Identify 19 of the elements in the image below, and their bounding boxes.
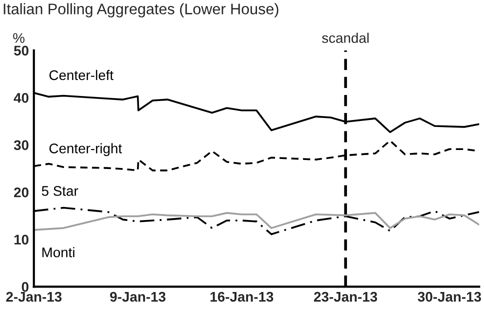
x-tick-label: 2-Jan-13 xyxy=(6,292,62,302)
ref-line-label: scandal xyxy=(322,32,369,43)
y-tick-label: 20 xyxy=(14,187,28,198)
line-series xyxy=(34,212,480,231)
y-tick-label: 40 xyxy=(14,92,28,103)
y-tick-label: 30 xyxy=(14,140,28,150)
x-tick-label: 9-Jan-13 xyxy=(110,292,166,302)
series-label: Monti xyxy=(42,247,74,258)
series-label: 5 Star xyxy=(42,186,78,196)
y-tick-label: 50 xyxy=(14,46,28,56)
series-label: Center-left xyxy=(49,70,114,80)
y-tick-label: 10 xyxy=(14,234,28,245)
x-tick-label: 30-Jan-13 xyxy=(418,292,482,302)
series-label: Center-right xyxy=(49,143,122,156)
x-tick-label: 16-Jan-13 xyxy=(210,292,274,302)
y-axis-title: % xyxy=(13,33,24,43)
chart-title: Italian Polling Aggregates (Lower House) xyxy=(4,3,278,18)
y-tick-label: 0 xyxy=(22,282,28,292)
x-tick-label: 23-Jan-13 xyxy=(314,292,378,302)
